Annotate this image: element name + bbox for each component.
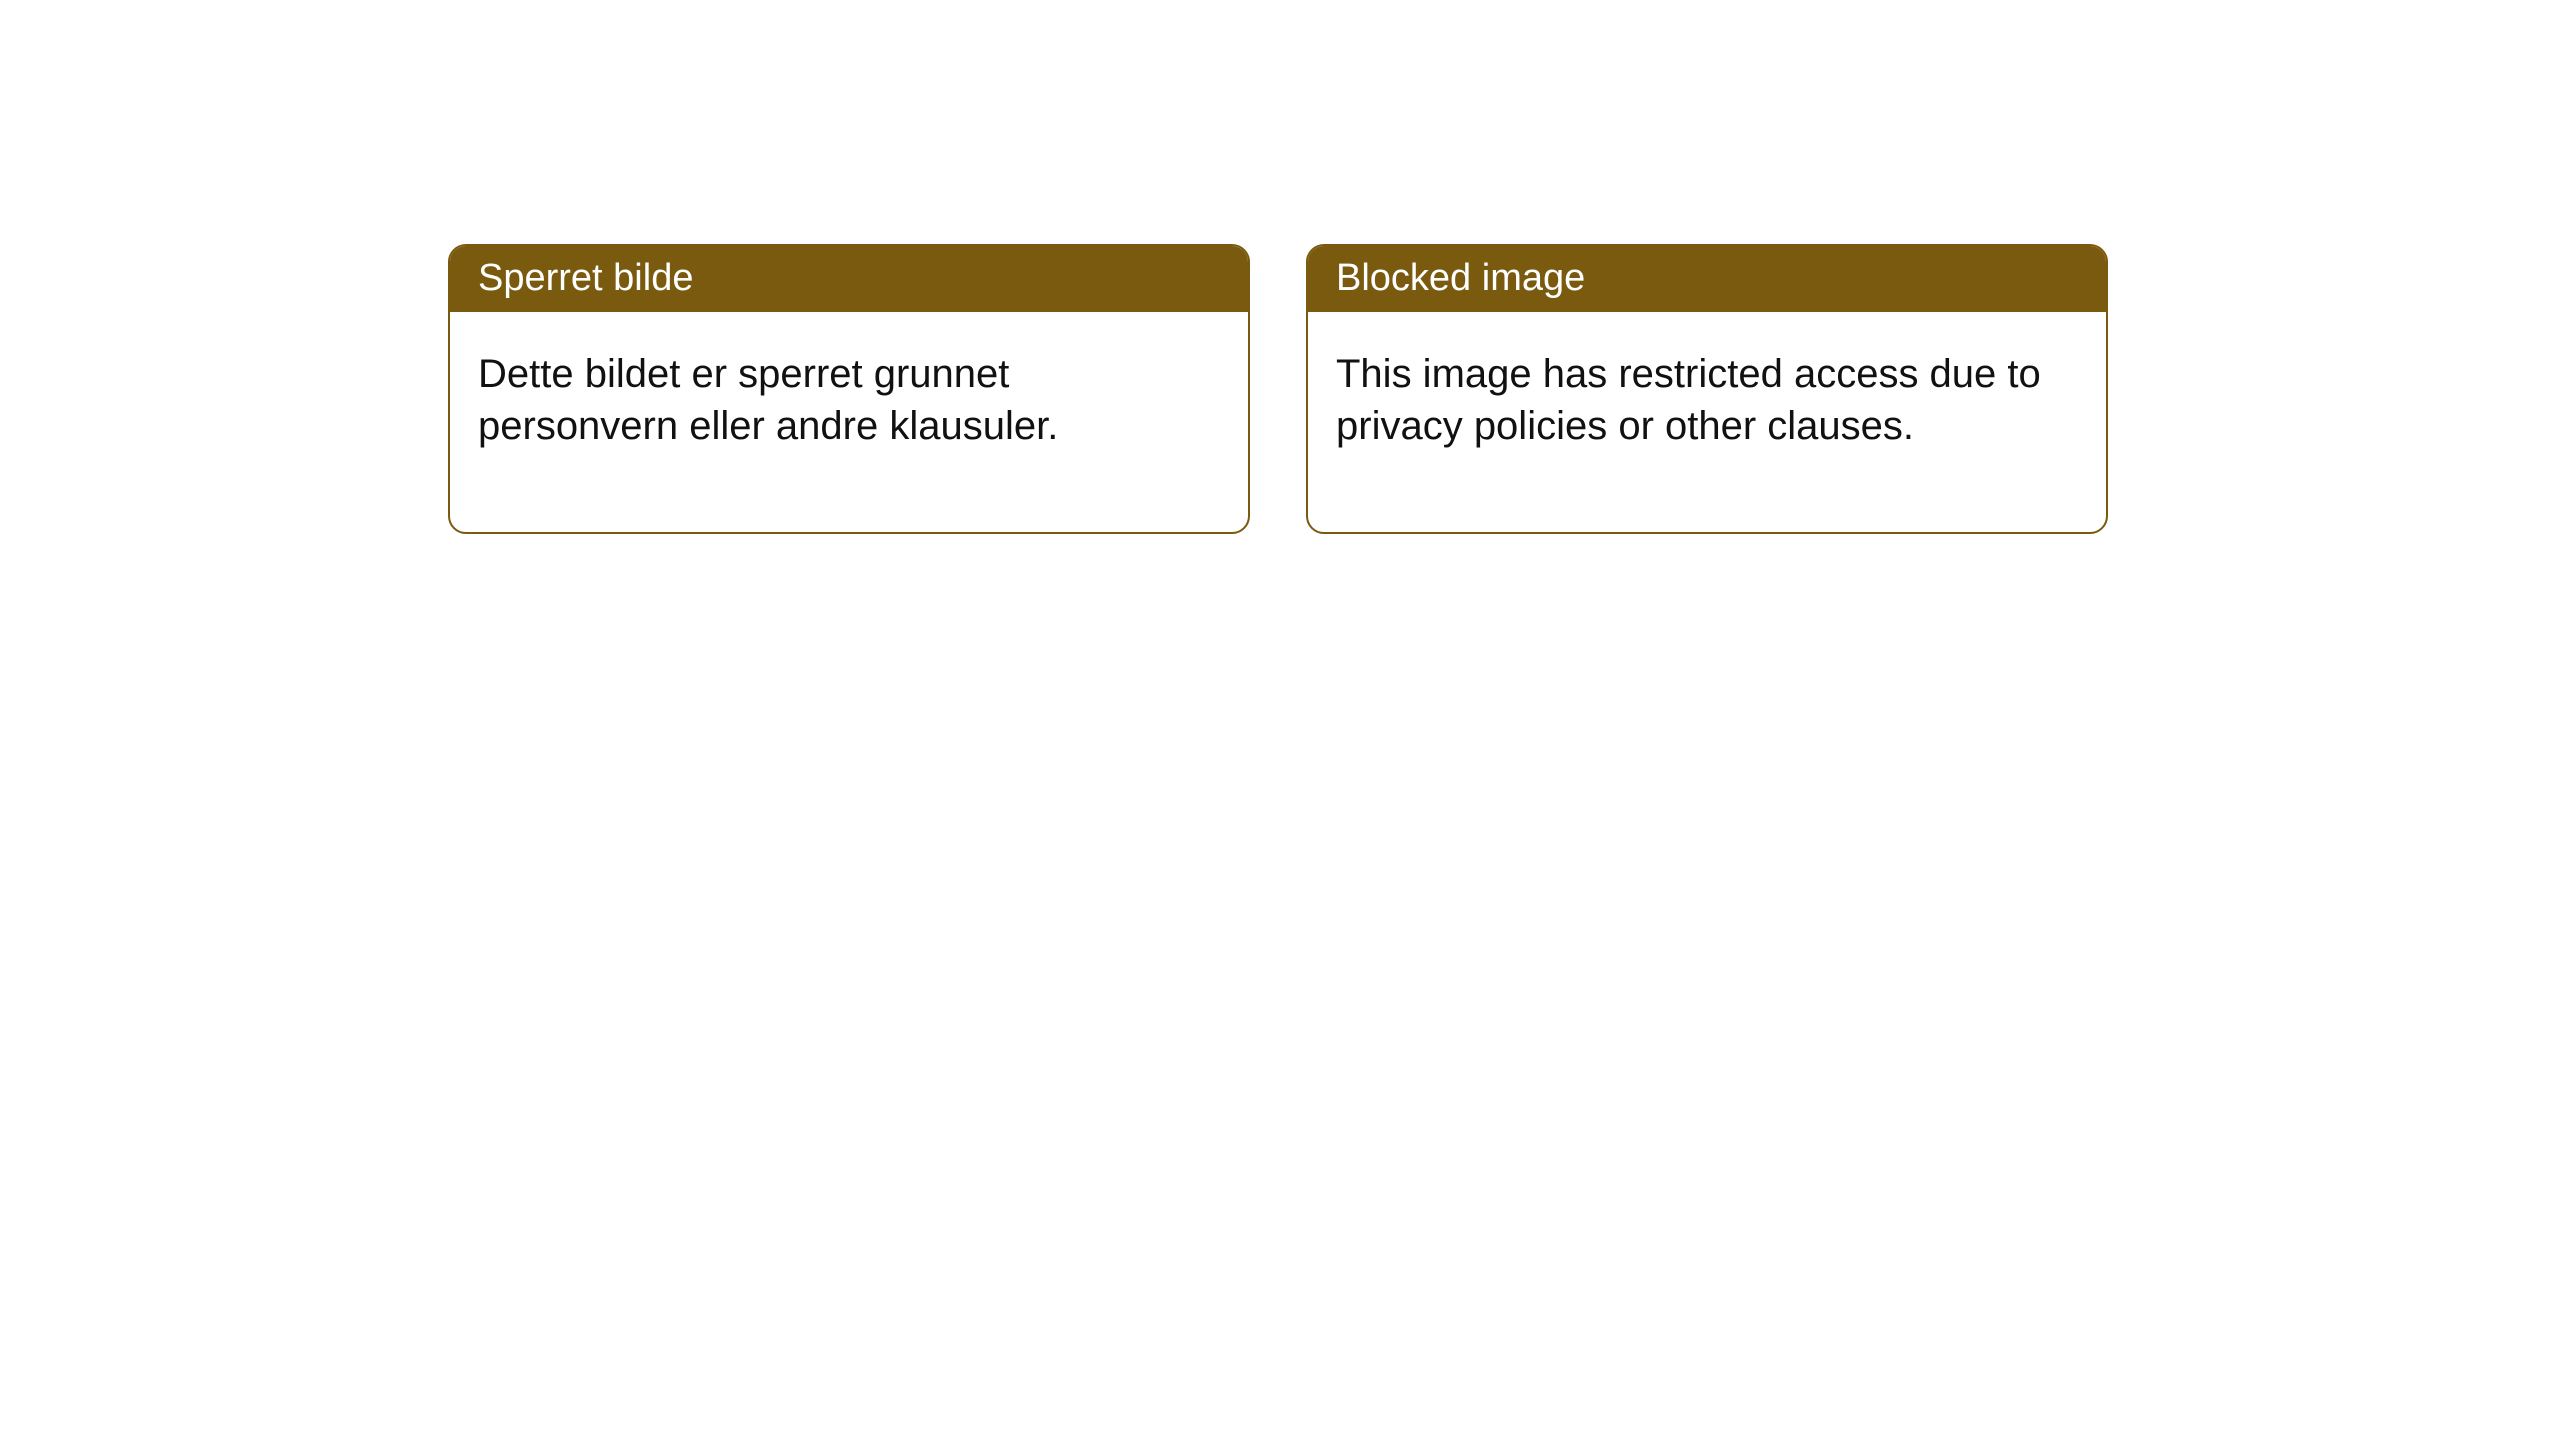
notice-header: Sperret bilde [450,246,1248,312]
notice-container: Sperret bilde Dette bildet er sperret gr… [0,0,2560,534]
notice-card-norwegian: Sperret bilde Dette bildet er sperret gr… [448,244,1250,534]
notice-body: This image has restricted access due to … [1308,312,2106,532]
notice-card-english: Blocked image This image has restricted … [1306,244,2108,534]
notice-header: Blocked image [1308,246,2106,312]
notice-body: Dette bildet er sperret grunnet personve… [450,312,1248,532]
